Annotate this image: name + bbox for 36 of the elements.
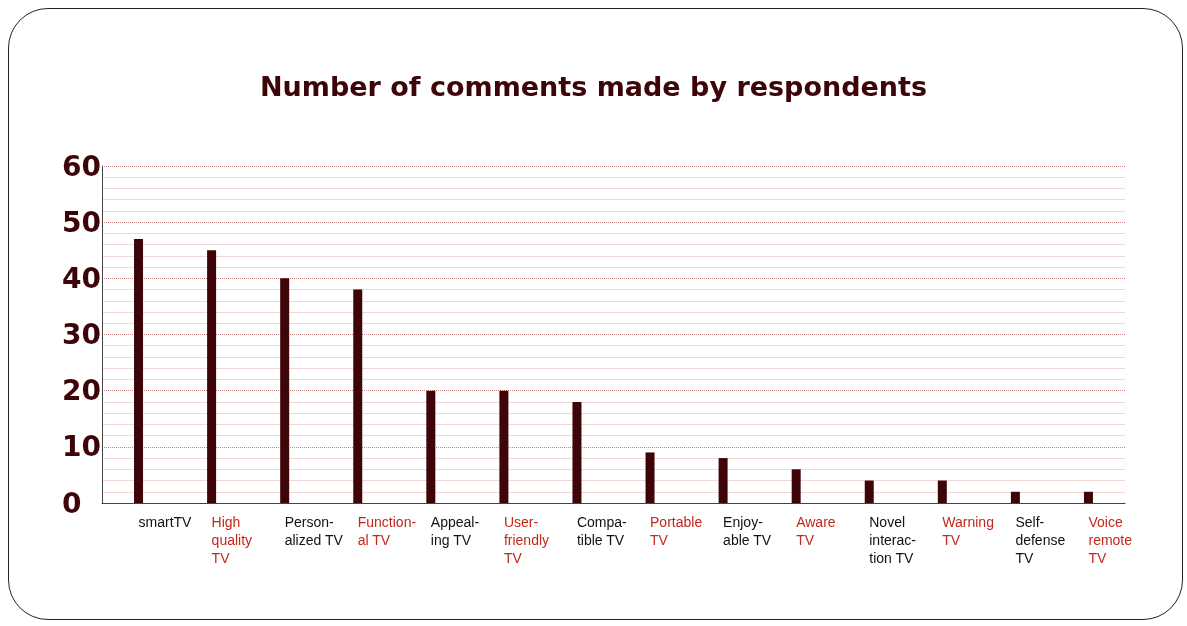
x-tick-label: Portable TV xyxy=(650,514,703,548)
x-tick-label: smartTV xyxy=(138,514,193,530)
y-tick-label: 50 xyxy=(62,205,101,239)
bar xyxy=(791,469,801,503)
y-tick-label: 30 xyxy=(62,318,101,351)
bar xyxy=(645,452,655,503)
bar xyxy=(426,390,436,503)
bar xyxy=(572,401,582,503)
bar xyxy=(280,278,290,503)
bar xyxy=(134,239,144,503)
x-tick-label: User- friendly TV xyxy=(503,514,550,566)
x-tick-label: Compa- tible TV xyxy=(576,514,628,548)
bar xyxy=(1010,491,1020,503)
bar xyxy=(207,250,217,503)
x-tick-label: Voice remote TV xyxy=(1088,514,1133,566)
bar xyxy=(864,480,874,503)
bar xyxy=(1083,491,1093,503)
y-tick-label: 10 xyxy=(62,430,101,464)
x-tick-label: Novel interac- tion TV xyxy=(869,514,917,566)
x-tick-label: Aware TV xyxy=(796,514,836,548)
x-tick-label: Person- alized TV xyxy=(284,514,344,548)
y-tick-label: 60 xyxy=(62,149,101,183)
x-tick-label: Warning TV xyxy=(942,514,994,548)
y-tick-label: 20 xyxy=(62,374,101,408)
x-tick-label: Appeal- ing TV xyxy=(430,514,480,548)
bar xyxy=(937,480,947,503)
bar xyxy=(499,390,509,503)
x-tick-label: Enjoy- able TV xyxy=(723,514,772,548)
y-tick-label: 0 xyxy=(62,486,82,520)
x-tick-label: High quality TV xyxy=(211,514,253,566)
x-tick-label: Function- al TV xyxy=(357,514,417,548)
x-tick-label: Self- defense TV xyxy=(1015,514,1066,566)
bar xyxy=(353,289,363,503)
chart-title: Number of comments made by respondents xyxy=(259,71,928,102)
bar xyxy=(718,458,728,503)
y-tick-label: 40 xyxy=(62,261,101,295)
